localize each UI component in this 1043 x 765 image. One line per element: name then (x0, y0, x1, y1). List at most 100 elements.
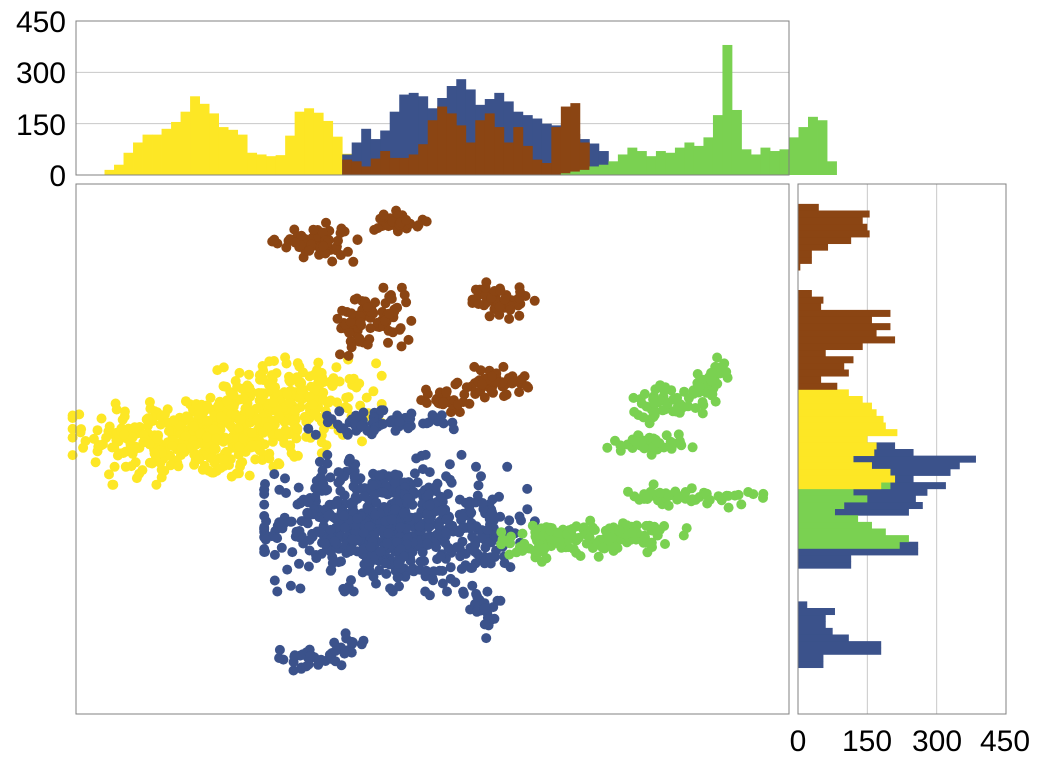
scatter-point-blue (467, 562, 478, 573)
scatter-point-yellow (67, 423, 78, 434)
histogram-bar-yellow (161, 128, 172, 175)
scatter-point-yellow (308, 399, 319, 410)
histogram-bar-blue (798, 548, 919, 556)
scatter-point-yellow (292, 358, 303, 369)
scatter-point-green (646, 537, 657, 548)
histogram-bar-green (655, 151, 666, 175)
scatter-point-blue (417, 547, 428, 558)
scatter-point-blue (479, 619, 490, 630)
histogram-bar-brown (408, 154, 419, 175)
scatter-point-brown (470, 284, 481, 295)
scatter-point-blue (280, 473, 290, 484)
scatter-point-green (704, 495, 715, 505)
scatter-point-brown (345, 316, 356, 327)
scatter-point-blue (386, 514, 397, 525)
scatter-point-blue (456, 563, 467, 574)
scatter-point-yellow (137, 465, 148, 476)
histogram-bar-yellow (798, 462, 872, 470)
scatter-point-green (679, 386, 690, 397)
scatter-point-brown (372, 223, 383, 234)
scatter-point-blue (339, 648, 350, 659)
scatter-point-brown (348, 256, 359, 267)
histogram-bar-green (817, 120, 828, 175)
scatter-point-blue (261, 516, 272, 527)
histogram-bar-yellow (798, 468, 891, 476)
histogram-bar-brown (798, 309, 891, 317)
top-histogram-panel: 0 150 300 450 (16, 6, 837, 193)
scatter-point-green (628, 392, 639, 403)
scatter-point-green (706, 376, 717, 386)
scatter-point-blue (386, 415, 397, 426)
scatter-point-yellow (143, 413, 154, 424)
histogram-bar-brown (798, 382, 838, 390)
scatter-point-yellow (232, 381, 243, 392)
top-histogram-y-tick-labels: 0 150 300 450 (16, 6, 66, 193)
scatter-point-blue (461, 498, 472, 509)
histogram-bar-brown (798, 203, 819, 211)
histogram-bar-brown (798, 329, 877, 337)
scatter-point-blue (347, 534, 358, 545)
histogram-bar-brown (798, 376, 822, 384)
scatter-point-blue (359, 491, 370, 502)
scatter-point-green (748, 489, 759, 500)
scatter-point-yellow (357, 436, 367, 447)
scatter-point-yellow (168, 415, 179, 426)
histogram-bar-green (798, 535, 909, 543)
scatter-point-blue (430, 481, 441, 492)
scatter-point-green (650, 406, 661, 417)
histogram-bar-green (731, 109, 742, 175)
scatter-point-brown (395, 323, 406, 334)
histogram-bar-yellow (798, 389, 849, 397)
scatter-point-yellow (104, 469, 114, 480)
scatter-point-blue (346, 575, 356, 586)
scatter-point-yellow (221, 395, 232, 406)
histogram-bar-brown (475, 120, 486, 175)
histogram-bar-brown (465, 142, 476, 175)
histogram-bar-brown (399, 157, 410, 175)
scatter-point-green (681, 523, 692, 534)
scatter-point-blue (293, 482, 304, 493)
scatter-point-yellow (117, 414, 128, 425)
histogram-bar-brown (418, 144, 429, 175)
histogram-bar-brown (579, 142, 590, 175)
scatter-point-yellow (130, 457, 141, 468)
histogram-bar-blue (798, 608, 835, 616)
scatter-point-green (529, 546, 540, 557)
histogram-bar-green (798, 495, 868, 503)
histogram-bar-blue (798, 641, 882, 649)
scatter-point-brown (501, 389, 512, 400)
scatter-point-green (648, 479, 659, 490)
histogram-bar-yellow (304, 108, 315, 175)
histogram-bar-green (703, 137, 714, 175)
scatter-point-green (539, 543, 550, 554)
scatter-point-blue (395, 522, 406, 533)
scatter-point-blue (465, 523, 476, 534)
scatter-point-yellow (92, 425, 103, 436)
scatter-point-green (504, 549, 515, 560)
scatter-point-blue (423, 489, 434, 500)
top-y-tick-label: 150 (16, 109, 66, 142)
scatter-point-yellow (250, 454, 261, 465)
scatter-point-blue (423, 522, 434, 533)
histogram-bar-brown (351, 161, 362, 175)
scatter-point-brown (355, 317, 366, 328)
scatter-point-green (623, 486, 633, 497)
scatter-point-blue (456, 449, 467, 460)
scatter-point-green (602, 442, 613, 453)
scatter-point-blue (488, 602, 499, 613)
scatter-point-brown (304, 245, 315, 256)
scatter-point-blue (327, 558, 338, 568)
scatter-point-blue (335, 423, 346, 434)
scatter-point-brown (516, 374, 527, 384)
scatter-point-green (614, 526, 625, 536)
scatter-point-green (640, 532, 650, 543)
histogram-bar-brown (798, 256, 812, 264)
scatter-point-brown (335, 349, 345, 360)
scatter-point-yellow (280, 425, 291, 436)
scatter-point-blue (325, 472, 336, 483)
scatter-point-yellow (167, 441, 178, 451)
scatter-point-green (655, 380, 666, 391)
histogram-bar-green (570, 171, 581, 175)
scatter-point-brown (342, 246, 353, 257)
scatter-point-yellow (151, 433, 162, 444)
